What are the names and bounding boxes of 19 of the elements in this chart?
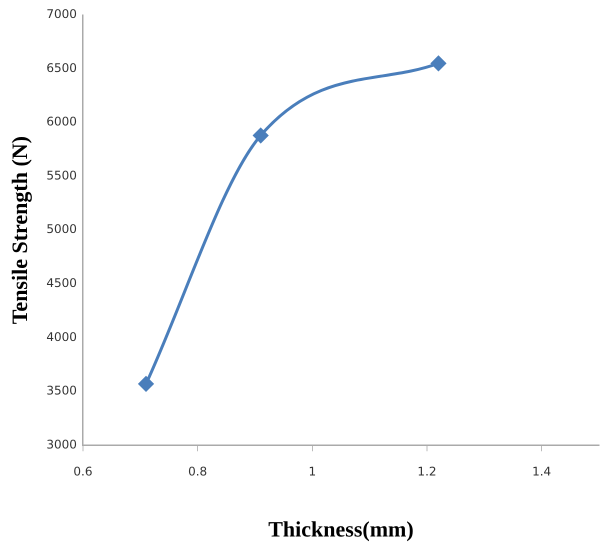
- y-tick-label: 7000: [46, 7, 77, 22]
- y-tick-label: 5000: [46, 222, 77, 236]
- point: [138, 376, 154, 392]
- point: [253, 128, 268, 143]
- y-tick-label: 4500: [46, 276, 77, 290]
- x-tick-label: 1.4: [532, 464, 552, 479]
- y-axis-title: Tensile Strength (N): [6, 136, 32, 324]
- y-tick-label: 4000: [46, 330, 77, 344]
- x-tick-label: 0.6: [73, 464, 92, 479]
- x-axis-title: Thickness(mm): [268, 516, 414, 542]
- x-tick-label: 0.8: [188, 464, 208, 479]
- y-tick-label: 5500: [46, 168, 77, 182]
- y-tick-label: 3000: [46, 437, 77, 452]
- y-tick-label: 6000: [46, 114, 77, 129]
- y-tick-label: 3500: [46, 384, 77, 398]
- y-tick-label: 6500: [46, 60, 77, 75]
- x-tick-label: 1.2: [417, 464, 437, 479]
- point: [430, 56, 446, 71]
- x-tick-label: 1: [308, 464, 316, 479]
